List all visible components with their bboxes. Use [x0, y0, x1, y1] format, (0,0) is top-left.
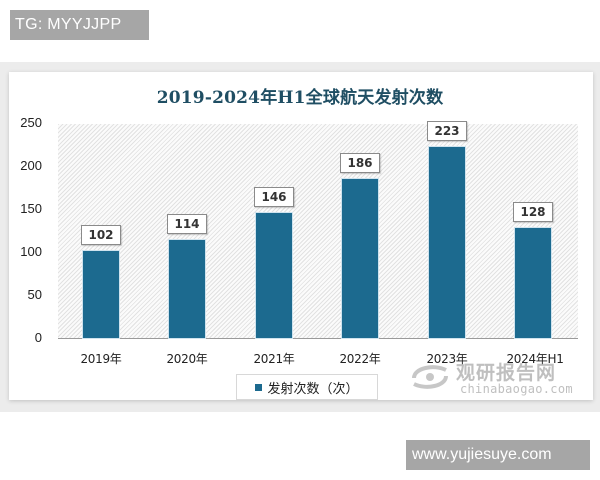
- x-tick: 2023年: [426, 352, 468, 366]
- value-label-2020: 114: [167, 214, 207, 234]
- y-tick: 250: [20, 115, 42, 130]
- y-tick: 50: [27, 287, 42, 302]
- bar-2023: [429, 147, 465, 338]
- brand-watermark: 观研报告网 chinabaogao.com: [408, 358, 583, 402]
- x-tick: 2022年: [339, 352, 381, 366]
- watermark-bottom: www.yujiesuye.com: [406, 440, 590, 470]
- brand-name-en: chinabaogao.com: [460, 382, 573, 396]
- y-tick: 100: [20, 244, 42, 259]
- bar-2021: [256, 213, 292, 338]
- watermark-top: TG: MYYJJPP: [10, 10, 149, 40]
- value-label-2019: 102: [81, 225, 121, 245]
- bar-2019: [83, 251, 119, 338]
- value-label-2023: 223: [427, 121, 467, 141]
- y-tick: 200: [20, 158, 42, 173]
- value-label-2021: 146: [254, 187, 294, 207]
- y-tick: 150: [20, 201, 42, 216]
- brand-name-cn: 观研报告网: [456, 362, 557, 384]
- bar-2022: [342, 179, 378, 338]
- plot-area: [58, 124, 578, 338]
- chart-title: 2019-2024年H1全球航天发射次数: [156, 88, 444, 108]
- legend: 发射次数（次）: [236, 374, 378, 400]
- y-tick: 0: [34, 330, 42, 345]
- x-axis-line: [58, 338, 578, 339]
- x-tick: 2021年: [253, 352, 295, 366]
- value-label-2024h1: 128: [513, 202, 553, 222]
- bar-2020: [169, 240, 205, 338]
- brand-logo-icon: [412, 365, 448, 389]
- legend-label: 发射次数（次）: [267, 381, 359, 397]
- x-tick: 2020年: [166, 352, 208, 366]
- x-tick: 2019年: [80, 352, 122, 366]
- bar-2024h1: [515, 228, 551, 338]
- legend-swatch-icon: [255, 383, 263, 391]
- x-tick: 2024年H1: [506, 352, 564, 366]
- value-label-2022: 186: [340, 153, 380, 173]
